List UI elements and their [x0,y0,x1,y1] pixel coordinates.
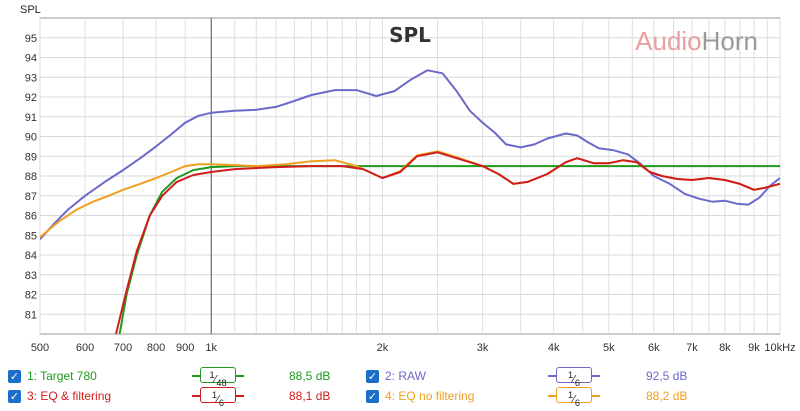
x-tick-label: 4k [548,342,560,354]
y-tick-label: 84 [25,250,37,262]
smoothing-den: 48 [216,377,227,388]
smoothing-num: 1 [211,390,218,400]
y-tick-label: 87 [25,191,37,203]
smoothing-den: 6 [574,377,581,388]
y-tick-label: 93 [25,72,37,84]
smoothing-num: 1 [567,370,574,380]
smoothing-den: 6 [574,397,581,408]
x-tick-label: 10kHz [764,342,795,354]
y-tick-label: 90 [25,132,37,144]
legend-label-eq-no-filtering: 4: EQ no filtering [385,389,475,403]
y-tick-label: 85 [25,230,37,242]
watermark-logo: AudioHorn [635,26,758,56]
x-tick-labels: 500 600 700 800 900 1k 2k 3k 4k 5k 6k 7k 8k 9k 10kHz [31,342,796,354]
legend-item-raw[interactable]: ✓ 2: RAW [366,366,426,386]
y-tick-label: 94 [25,53,37,65]
watermark-horn: Horn [702,26,758,56]
x-tick-label: 700 [114,342,132,354]
x-tick-label: 8k [719,342,731,354]
smoothing-badge-eq-no-filtering[interactable]: 1⁄6 [556,387,592,408]
spl-chart: 500 600 700 800 900 1k 2k 3k 4k 5k 6k 7k 8k 9k 10kHz 8… [20,4,796,354]
y-tick-label: 83 [25,270,37,282]
checkbox-target[interactable]: ✓ [8,369,21,383]
y-tick-label: 92 [25,92,37,104]
y-tick-label: 95 [25,33,37,45]
x-tick-label: 6k [648,342,660,354]
x-tick-label: 1k [205,342,217,354]
x-tick-label: 3k [477,342,489,354]
legend-value-raw: 92,5 dB [646,369,688,383]
checkbox-raw[interactable]: ✓ [366,369,379,383]
legend: ✓ 1: Target 780 1⁄48 88,5 dB ✓ 2: RAW 1⁄… [0,362,800,408]
x-tick-label: 2k [377,342,389,354]
smoothing-den: 6 [218,397,225,408]
legend-label-eq-filtering: 3: EQ & filtering [27,389,112,403]
smoothing-badge-eq-filtering[interactable]: 1⁄6 [200,387,236,408]
legend-item-eq-filtering[interactable]: ✓ 3: EQ & filtering [8,386,111,406]
checkbox-eq-filtering[interactable]: ✓ [8,389,21,403]
legend-value-eq-filtering: 88,1 dB [289,389,331,403]
y-tick-label: 88 [25,171,37,183]
y-tick-label: 89 [25,151,37,163]
series-lines [40,69,780,334]
x-tick-label: 9k [748,342,760,354]
series-eq-filtering [115,151,780,334]
x-tick-label: 600 [76,342,94,354]
smoothing-badge-raw[interactable]: 1⁄6 [556,367,592,388]
legend-label-target: 1: Target 780 [27,369,97,383]
smoothing-badge-target[interactable]: 1⁄48 [200,367,236,388]
y-tick-label: 82 [25,290,37,302]
smoothing-num: 1 [567,390,574,400]
legend-label-raw: 2: RAW [385,369,426,383]
y-axis-label: SPL [20,4,41,16]
x-tick-label: 800 [147,342,165,354]
legend-value-target: 88,5 dB [289,369,331,383]
checkbox-eq-no-filtering[interactable]: ✓ [366,389,379,403]
chart-title: SPL [389,23,431,47]
y-tick-label: 81 [25,309,37,321]
x-tick-label: 5k [603,342,615,354]
x-tick-label: 900 [176,342,194,354]
watermark-audio: Audio [635,26,702,56]
y-tick-label: 86 [25,211,37,223]
y-tick-labels: 81 82 83 84 85 86 87 88 89 90 91 92 93 94 95 [25,33,37,322]
series-raw [40,69,780,240]
legend-value-eq-no-filtering: 88,2 dB [646,389,688,403]
x-tick-label: 7k [686,342,698,354]
legend-item-eq-no-filtering[interactable]: ✓ 4: EQ no filtering [366,386,474,406]
y-tick-label: 91 [25,112,37,124]
x-tick-label: 500 [31,342,49,354]
smoothing-num: 1 [209,370,215,380]
legend-item-target[interactable]: ✓ 1: Target 780 [8,366,97,386]
